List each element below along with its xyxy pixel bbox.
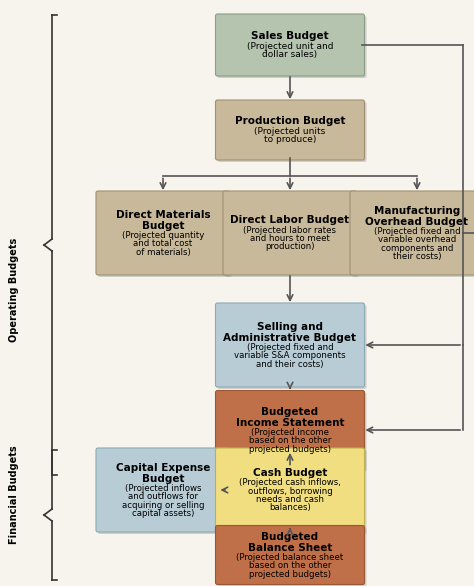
Text: Balance Sheet: Balance Sheet [248, 543, 332, 553]
FancyBboxPatch shape [98, 450, 232, 534]
FancyBboxPatch shape [216, 303, 365, 387]
Text: components and: components and [381, 244, 453, 253]
Text: Administrative Budget: Administrative Budget [224, 333, 356, 343]
FancyBboxPatch shape [216, 448, 365, 532]
Text: Budget: Budget [142, 473, 184, 483]
Text: variable S&A components: variable S&A components [234, 352, 346, 360]
FancyBboxPatch shape [218, 527, 366, 586]
FancyBboxPatch shape [216, 100, 365, 160]
Text: capital assets): capital assets) [132, 509, 194, 518]
Text: outflows, borrowing: outflows, borrowing [247, 487, 332, 496]
FancyBboxPatch shape [216, 14, 365, 76]
FancyBboxPatch shape [223, 191, 357, 275]
Text: Operating Budgets: Operating Budgets [9, 238, 19, 342]
FancyBboxPatch shape [218, 16, 366, 78]
Text: acquiring or selling: acquiring or selling [122, 500, 204, 510]
Text: Financial Budgets: Financial Budgets [9, 446, 19, 544]
Text: and their costs): and their costs) [256, 360, 324, 369]
Text: (Projected fixed and: (Projected fixed and [246, 343, 333, 352]
Text: Selling and: Selling and [257, 322, 323, 332]
Text: to produce): to produce) [264, 135, 316, 144]
Text: and hours to meet: and hours to meet [250, 234, 330, 243]
Text: Income Statement: Income Statement [236, 418, 344, 428]
Text: (Projected cash inflows,: (Projected cash inflows, [239, 478, 341, 488]
Text: (Projected income: (Projected income [251, 428, 329, 437]
Text: variable overhead: variable overhead [378, 235, 456, 244]
Text: projected budgets): projected budgets) [249, 570, 331, 579]
Text: Production Budget: Production Budget [235, 116, 345, 126]
Text: Sales Budget: Sales Budget [251, 31, 329, 41]
Text: Budgeted: Budgeted [262, 407, 319, 417]
Text: (Projected balance sheet: (Projected balance sheet [237, 553, 344, 562]
Text: Budgeted: Budgeted [262, 532, 319, 542]
Text: Direct Materials: Direct Materials [116, 210, 210, 220]
FancyBboxPatch shape [218, 393, 366, 472]
FancyBboxPatch shape [96, 448, 230, 532]
FancyBboxPatch shape [225, 193, 359, 277]
FancyBboxPatch shape [216, 526, 365, 584]
FancyBboxPatch shape [218, 305, 366, 389]
Text: (Projected units: (Projected units [255, 127, 326, 135]
Text: projected budgets): projected budgets) [249, 445, 331, 454]
Text: balances): balances) [269, 503, 311, 513]
FancyBboxPatch shape [352, 193, 474, 277]
Text: Cash Budget: Cash Budget [253, 468, 327, 478]
FancyBboxPatch shape [96, 191, 230, 275]
Text: production): production) [265, 242, 315, 251]
Text: (Projected quantity: (Projected quantity [122, 231, 204, 240]
Text: Capital Expense: Capital Expense [116, 463, 210, 473]
Text: their costs): their costs) [393, 252, 441, 261]
Text: based on the other: based on the other [249, 437, 331, 445]
Text: Manufacturing: Manufacturing [374, 206, 460, 216]
Text: of materials): of materials) [136, 248, 191, 257]
FancyBboxPatch shape [350, 191, 474, 275]
Text: (Projected inflows: (Projected inflows [125, 484, 201, 493]
Text: based on the other: based on the other [249, 561, 331, 570]
FancyBboxPatch shape [216, 390, 365, 469]
Text: and outflows for: and outflows for [128, 492, 198, 501]
Text: and total cost: and total cost [133, 239, 192, 248]
FancyBboxPatch shape [218, 450, 366, 534]
Text: (Projected fixed and: (Projected fixed and [374, 227, 460, 236]
Text: (Projected unit and: (Projected unit and [247, 42, 333, 50]
Text: Overhead Budget: Overhead Budget [365, 217, 468, 227]
FancyBboxPatch shape [98, 193, 232, 277]
Text: dollar sales): dollar sales) [263, 50, 318, 59]
FancyBboxPatch shape [218, 102, 366, 162]
Text: (Projected labor rates: (Projected labor rates [244, 226, 337, 234]
Text: Budget: Budget [142, 221, 184, 231]
Text: needs and cash: needs and cash [256, 495, 324, 504]
Text: Direct Labor Budget: Direct Labor Budget [230, 216, 349, 226]
